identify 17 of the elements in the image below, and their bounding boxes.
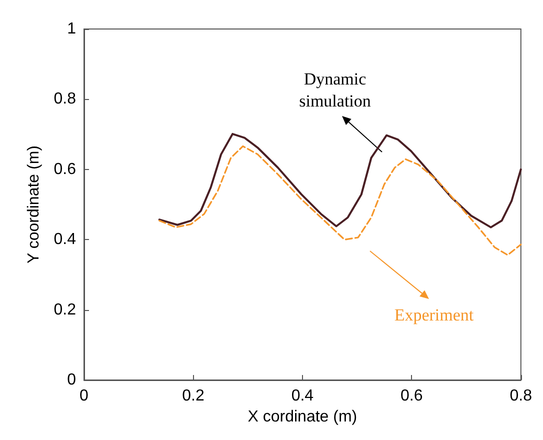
annotation: Dynamic simulation	[299, 70, 372, 110]
x-tick-label: 0	[80, 388, 89, 404]
x-tick-label: 0.4	[291, 388, 314, 404]
x-tick-label: 0.6	[400, 388, 423, 404]
y-tick-label: 0.6	[54, 160, 76, 178]
x-axis-title: X cordinate (m)	[248, 408, 358, 426]
line-series	[158, 132, 522, 228]
y-tick-label: 0.4	[54, 231, 76, 248]
line-series	[158, 145, 522, 256]
annotation: Experiment	[394, 306, 474, 324]
y-axis-title: Y coordinate (m)	[26, 146, 42, 264]
x-tick-label: 0.8	[510, 388, 532, 404]
y-tick-label: 0.8	[54, 90, 76, 108]
y-tick-label: 1	[67, 20, 76, 38]
y-tick-label: 0.2	[54, 301, 76, 318]
y-tick-label: 0	[67, 372, 76, 388]
x-tick-label: 0.2	[182, 388, 204, 404]
